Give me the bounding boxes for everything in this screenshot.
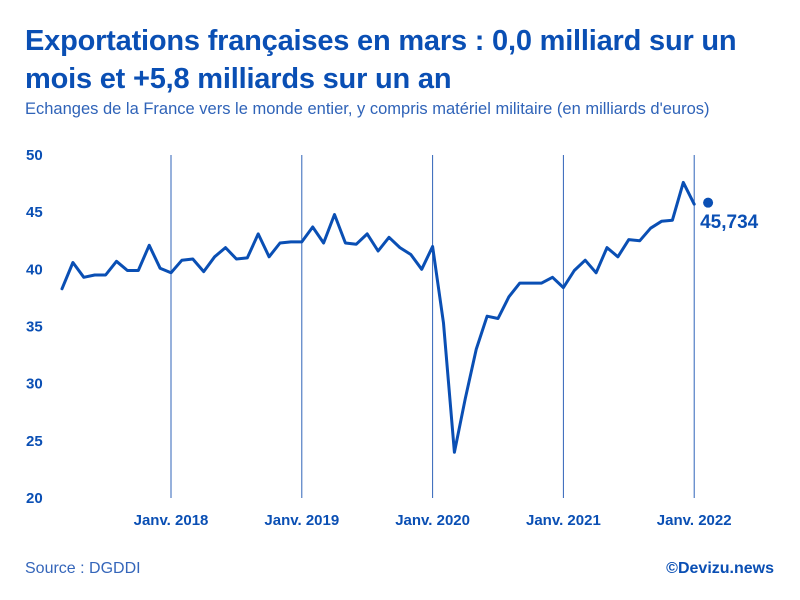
y-axis-ticks: 20 25 30 35 40 45 50 [26, 147, 43, 507]
brand-credit: ©Devizu.news [666, 560, 774, 577]
last-point-marker [703, 197, 714, 208]
last-value-label: 45,734 [700, 212, 759, 233]
vertical-gridlines [170, 155, 695, 498]
x-tick-label: Janv. 2019 [264, 512, 339, 529]
x-axis-ticks: Janv. 2018 Janv. 2019 Janv. 2020 Janv. 2021… [134, 512, 732, 529]
y-tick-label: 25 [26, 433, 43, 450]
data-points [60, 180, 696, 454]
y-tick-label: 35 [26, 319, 43, 336]
y-tick-label: 30 [26, 376, 43, 393]
x-tick-label: Janv. 2021 [526, 512, 601, 529]
y-tick-label: 50 [26, 147, 43, 164]
page-title: Exportations françaises en mars : 0,0 mi… [25, 25, 737, 95]
y-tick-label: 20 [26, 490, 43, 507]
source-note: Source : DGDDI [25, 560, 141, 577]
page-subtitle: Echanges de la France vers le monde enti… [25, 100, 710, 118]
x-tick-label: Janv. 2022 [657, 512, 732, 529]
x-tick-label: Janv. 2020 [395, 512, 470, 529]
x-tick-label: Janv. 2018 [134, 512, 209, 529]
series-line-exportations [60, 180, 696, 454]
y-tick-label: 45 [26, 204, 43, 221]
y-tick-label: 40 [26, 261, 43, 278]
